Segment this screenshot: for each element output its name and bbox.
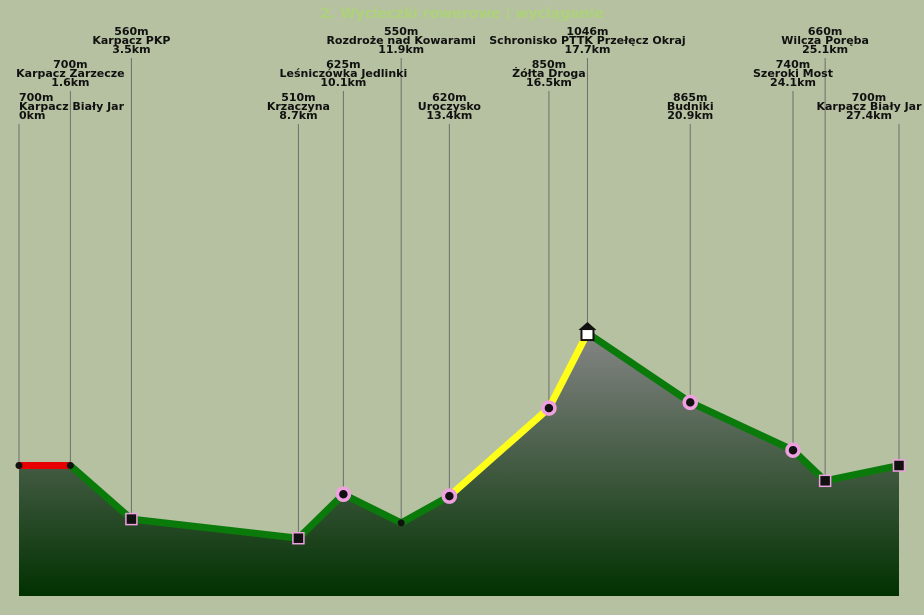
route-segment	[821, 462, 903, 485]
waypoint-markers-layer	[15, 322, 906, 545]
waypoint-elevation-label: 625m	[326, 58, 360, 71]
waypoint-elevation-label: 700m	[53, 58, 87, 71]
waypoint-square-marker	[892, 459, 906, 472]
waypoint-elevation-label: 740m	[776, 58, 810, 71]
profile-area-layer	[19, 333, 899, 596]
waypoint-elevation-label: 700m	[852, 91, 886, 104]
route-segment	[583, 329, 694, 406]
waypoint-name-label: Karpacz PKP	[92, 34, 170, 47]
waypoint-distance-label: 16.5km	[526, 76, 572, 89]
route-segment	[545, 329, 591, 412]
waypoint-distance-label: 1.6km	[51, 76, 89, 89]
waypoint-distance-label: 10.1km	[320, 76, 366, 89]
route-segment	[66, 462, 135, 523]
waypoint-name-label: Karpacz Zarzecze	[16, 67, 125, 80]
waypoint-name-label: Leśniczówka Jedlinki	[280, 67, 408, 80]
waypoint-square-marker	[125, 512, 138, 526]
waypoint-name-label: Karpacz Biały Jar	[816, 100, 922, 113]
route-segment	[127, 515, 302, 542]
waypoint-distance-label: 0km	[19, 109, 45, 122]
waypoint-distance-label: 24.1km	[770, 76, 816, 89]
waypoint-distance-label: 3.5km	[112, 43, 150, 56]
shelter-hut-icon	[578, 322, 597, 342]
waypoint-distance-label: 17.7km	[565, 43, 611, 56]
waypoint-distance-label: 20.9km	[667, 109, 713, 122]
route-segment	[445, 404, 553, 500]
waypoint-elevation-label: 620m	[432, 91, 466, 104]
waypoint-distance-label: 11.9km	[378, 43, 424, 56]
route-segment	[339, 490, 405, 527]
waypoint-name-label: Szeroki Most	[753, 67, 833, 80]
waypoint-circle-marker	[441, 488, 458, 504]
waypoint-distance-label: 8.7km	[279, 109, 317, 122]
waypoint-dot-marker	[397, 519, 405, 527]
waypoint-name-label: Żółta Droga	[512, 66, 586, 80]
waypoint-elevation-label: 850m	[532, 58, 566, 71]
waypoint-dot-marker	[66, 462, 74, 469]
stems-layer	[18, 58, 900, 539]
waypoint-name-label: Budniki	[667, 100, 714, 113]
route-segment	[397, 492, 453, 527]
waypoint-circle-marker	[785, 442, 801, 458]
route-segment	[294, 490, 347, 542]
waypoint-elevation-label: 1046m	[566, 25, 608, 38]
waypoint-name-label: Rozdroże nad Kowarami	[326, 34, 476, 47]
waypoint-elevation-label: 560m	[114, 25, 148, 38]
waypoint-elevation-label: 510m	[281, 91, 315, 104]
waypoint-name-label: Uroczysko	[418, 100, 482, 113]
waypoint-elevation-label: 700m	[19, 91, 53, 104]
waypoint-elevation-label: 550m	[384, 25, 418, 38]
route-segments-layer	[15, 329, 903, 542]
waypoint-name-label: Krzaczyna	[267, 100, 330, 113]
waypoint-dot-marker	[15, 462, 23, 469]
waypoint-square-marker	[292, 531, 305, 545]
waypoint-circle-marker	[682, 394, 698, 411]
chart-title: 2. Wycieczki rowerowe | wyciąganie	[320, 6, 604, 22]
waypoint-elevation-label: 660m	[808, 25, 842, 38]
waypoint-name-label: Schronisko PTTK Przełęcz Okraj	[489, 34, 685, 47]
route-segment	[686, 398, 797, 454]
profile-area	[19, 333, 899, 596]
waypoint-distance-label: 27.4km	[846, 109, 892, 122]
waypoint-distance-label: 25.1km	[802, 43, 848, 56]
waypoint-square-marker	[818, 474, 832, 488]
waypoint-distance-label: 13.4km	[426, 109, 472, 122]
waypoint-name-label: Wilcza Poręba	[781, 34, 869, 47]
waypoint-name-label: Karpacz Biały Jar	[19, 100, 125, 113]
waypoint-circle-marker	[541, 400, 557, 416]
waypoint-circle-marker	[335, 486, 352, 502]
waypoint-elevation-label: 865m	[673, 91, 707, 104]
